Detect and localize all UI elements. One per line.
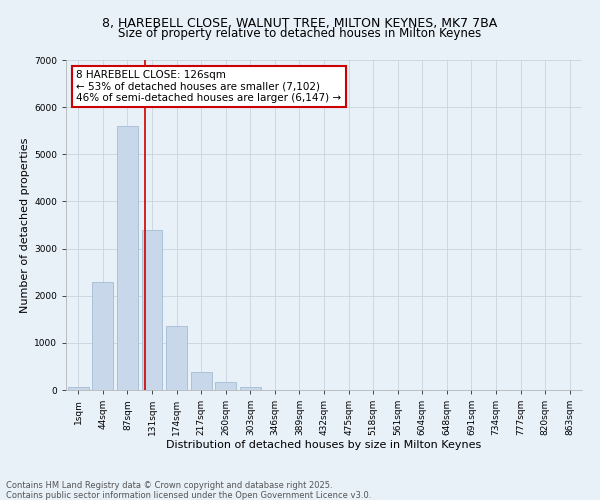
Text: Contains HM Land Registry data © Crown copyright and database right 2025.
Contai: Contains HM Land Registry data © Crown c… (6, 480, 371, 500)
Bar (92, 282, 113, 390)
Bar (240, 387, 261, 390)
Bar (68, 386, 89, 390)
Bar (215, 382, 236, 390)
Text: Size of property relative to detached houses in Milton Keynes: Size of property relative to detached ho… (118, 28, 482, 40)
X-axis label: Distribution of detached houses by size in Milton Keynes: Distribution of detached houses by size … (166, 440, 482, 450)
Bar (117, 126, 138, 390)
Text: 8, HAREBELL CLOSE, WALNUT TREE, MILTON KEYNES, MK7 7BA: 8, HAREBELL CLOSE, WALNUT TREE, MILTON K… (103, 18, 497, 30)
Bar (166, 326, 187, 390)
Bar (191, 372, 212, 390)
Text: 8 HAREBELL CLOSE: 126sqm
← 53% of detached houses are smaller (7,102)
46% of sem: 8 HAREBELL CLOSE: 126sqm ← 53% of detach… (76, 70, 341, 103)
Y-axis label: Number of detached properties: Number of detached properties (20, 138, 30, 312)
Bar (142, 230, 163, 390)
